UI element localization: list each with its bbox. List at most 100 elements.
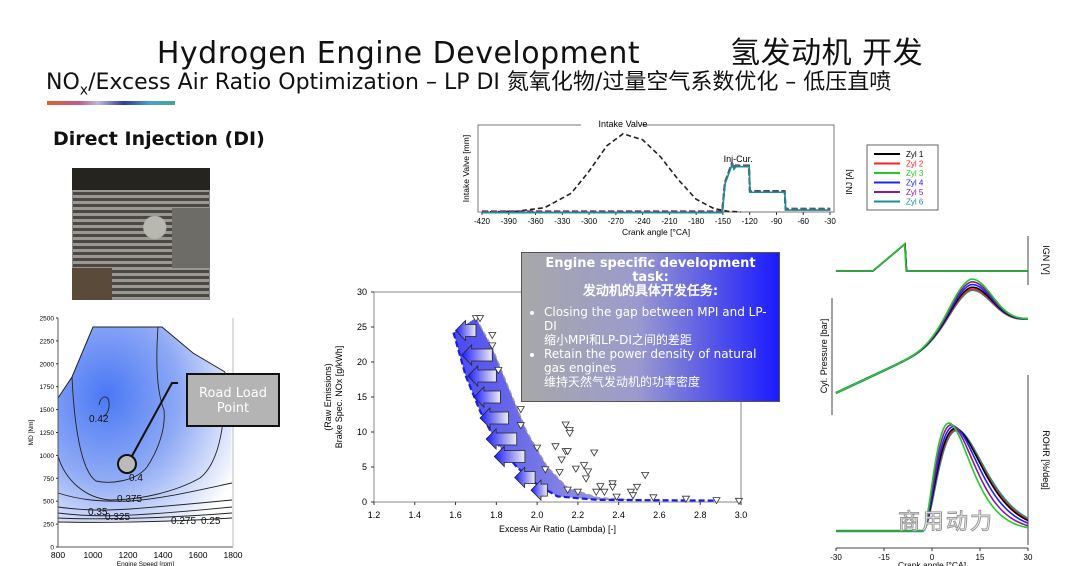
ign-trace-zyl-4 [836,242,1029,272]
pressure-trace-zyl-3 [835,278,1029,394]
contour-line [98,396,110,417]
data-point [488,342,497,350]
y-tick-label: 2250 [40,338,55,345]
data-point [590,449,599,457]
x-tick-label: 2.0 [531,510,544,520]
data-point [516,422,525,430]
pressure-trace-zyl-1 [835,286,1029,394]
inj-current-annotation: Inj-Cur. [724,154,753,164]
data-point [626,488,636,496]
x-tick-label: 1.2 [368,510,381,520]
injection-current-curve-1 [482,160,830,212]
data-point [734,497,744,506]
x-tick-label: -60 [797,217,809,226]
injection-current-curve-2 [482,160,831,213]
injection-current-curve-6 [482,161,831,214]
data-point [608,480,617,488]
legend-frame [866,144,939,211]
y-tick-label: 0 [362,497,367,507]
data-point [565,429,574,438]
y-tick-label: 10 [357,427,367,437]
lp-di-target-line [452,332,717,502]
x-tick-label: 800 [51,550,65,560]
contour-label: 0.35 [88,507,108,518]
left-arrow-icon [479,407,509,429]
legend-entry: Zyl 2 [906,160,924,169]
y-tick-label: 500 [43,499,54,506]
x-tick-label: -180 [688,217,705,226]
y-tick-label: 0 [50,545,54,552]
contour-line [71,326,165,483]
y-axis-label-left: Intake Valve [mm] [461,135,471,202]
ign-trace-zyl-3 [835,242,1028,272]
ign-axis-label: IGN [V] [1041,245,1051,275]
accent-bar [47,101,175,105]
x-tick-label: 0 [930,553,935,562]
data-point [592,488,601,496]
y-tick-label: 1250 [40,430,55,437]
x-tick-label: -420 [474,217,491,226]
rohr-trace-zyl-3 [836,422,1029,532]
data-point [475,315,485,323]
task-bullet: Retain the power density of natural gas … [544,347,773,389]
intake-valve-curve [481,132,741,213]
x-tick-label: 1800 [224,550,243,560]
y-tick-label: 5 [362,462,367,472]
x-tick-label: 1.6 [449,510,462,520]
contour-label: 0.375 [117,494,142,505]
bullet-en: Closing the gap between MPI and LP-DI [544,305,767,333]
data-point [551,443,560,451]
legend-entry: Zyl 6 [906,198,924,207]
data-point [541,466,550,474]
x-axis-label: Crank angle [°CA] [898,560,966,566]
x-axis-label: Excess Air Ratio (Lambda) [-] [499,524,616,534]
y-axis-label: MD [Nm] [28,419,35,445]
data-point [557,456,566,464]
engine-photo [72,168,210,300]
data-point [516,406,525,414]
contour-line [57,371,226,501]
slide-subtitle: NOx/Excess Air Ratio Optimization – LP D… [46,64,891,98]
legend-entry: Zyl 5 [906,188,924,197]
map-boundary [57,326,226,399]
combustion-traces-chart: -30 -15 0 15 30 Crank angle [°CA] IGN [V] Cyl. … [819,236,1051,566]
road-load-pointer [131,382,178,457]
left-arrow-icon [461,344,493,366]
title-chinese: 氢发动机 开发 [730,36,924,71]
data-point [600,488,609,496]
x-tick-label: 2.8 [694,510,707,520]
x-tick-label: 1.8 [490,510,503,520]
x-tick-label: -270 [608,217,625,226]
y-axis-label-right: INJ [A] [844,169,854,195]
contour-label: 0.4 [129,473,143,484]
data-point [571,465,581,473]
valve-injection-chart: Intake Valve Inj-Cur. -420 -390 -360 -330 -300… [461,119,854,237]
contour-line [57,517,233,523]
road-load-label: Road Load Point [186,373,280,427]
subtitle-subscript: x [79,82,89,99]
task-bullet: Closing the gap between MPI and LP-DI缩小M… [544,305,773,347]
plot-frame [477,124,835,213]
x-tick-label: -30 [830,553,842,562]
data-point [712,497,721,505]
x-axis-label: Crank angle [°CA] [622,227,690,237]
data-point [608,483,617,492]
subtitle-prefix: NO [46,70,80,95]
data-point [640,471,650,480]
left-arrow-icon [485,428,518,450]
y-tick-label: 1500 [40,407,55,414]
ign-trace-zyl-5 [835,242,1028,272]
x-tick-label: -300 [581,217,598,226]
contour-label: 0.25 [201,516,221,527]
x-tick-label: 15 [976,553,985,562]
ign-trace-zyl-6 [836,242,1029,272]
bullet-en: Retain the power density of natural gas … [544,347,757,375]
x-axis-label: Engine Speed [rpm] [117,561,175,566]
contour-line [57,506,233,517]
y-tick-label: 750 [43,476,54,483]
data-point [579,462,589,470]
data-point [632,483,642,492]
data-point [494,367,503,375]
data-point [561,421,570,429]
